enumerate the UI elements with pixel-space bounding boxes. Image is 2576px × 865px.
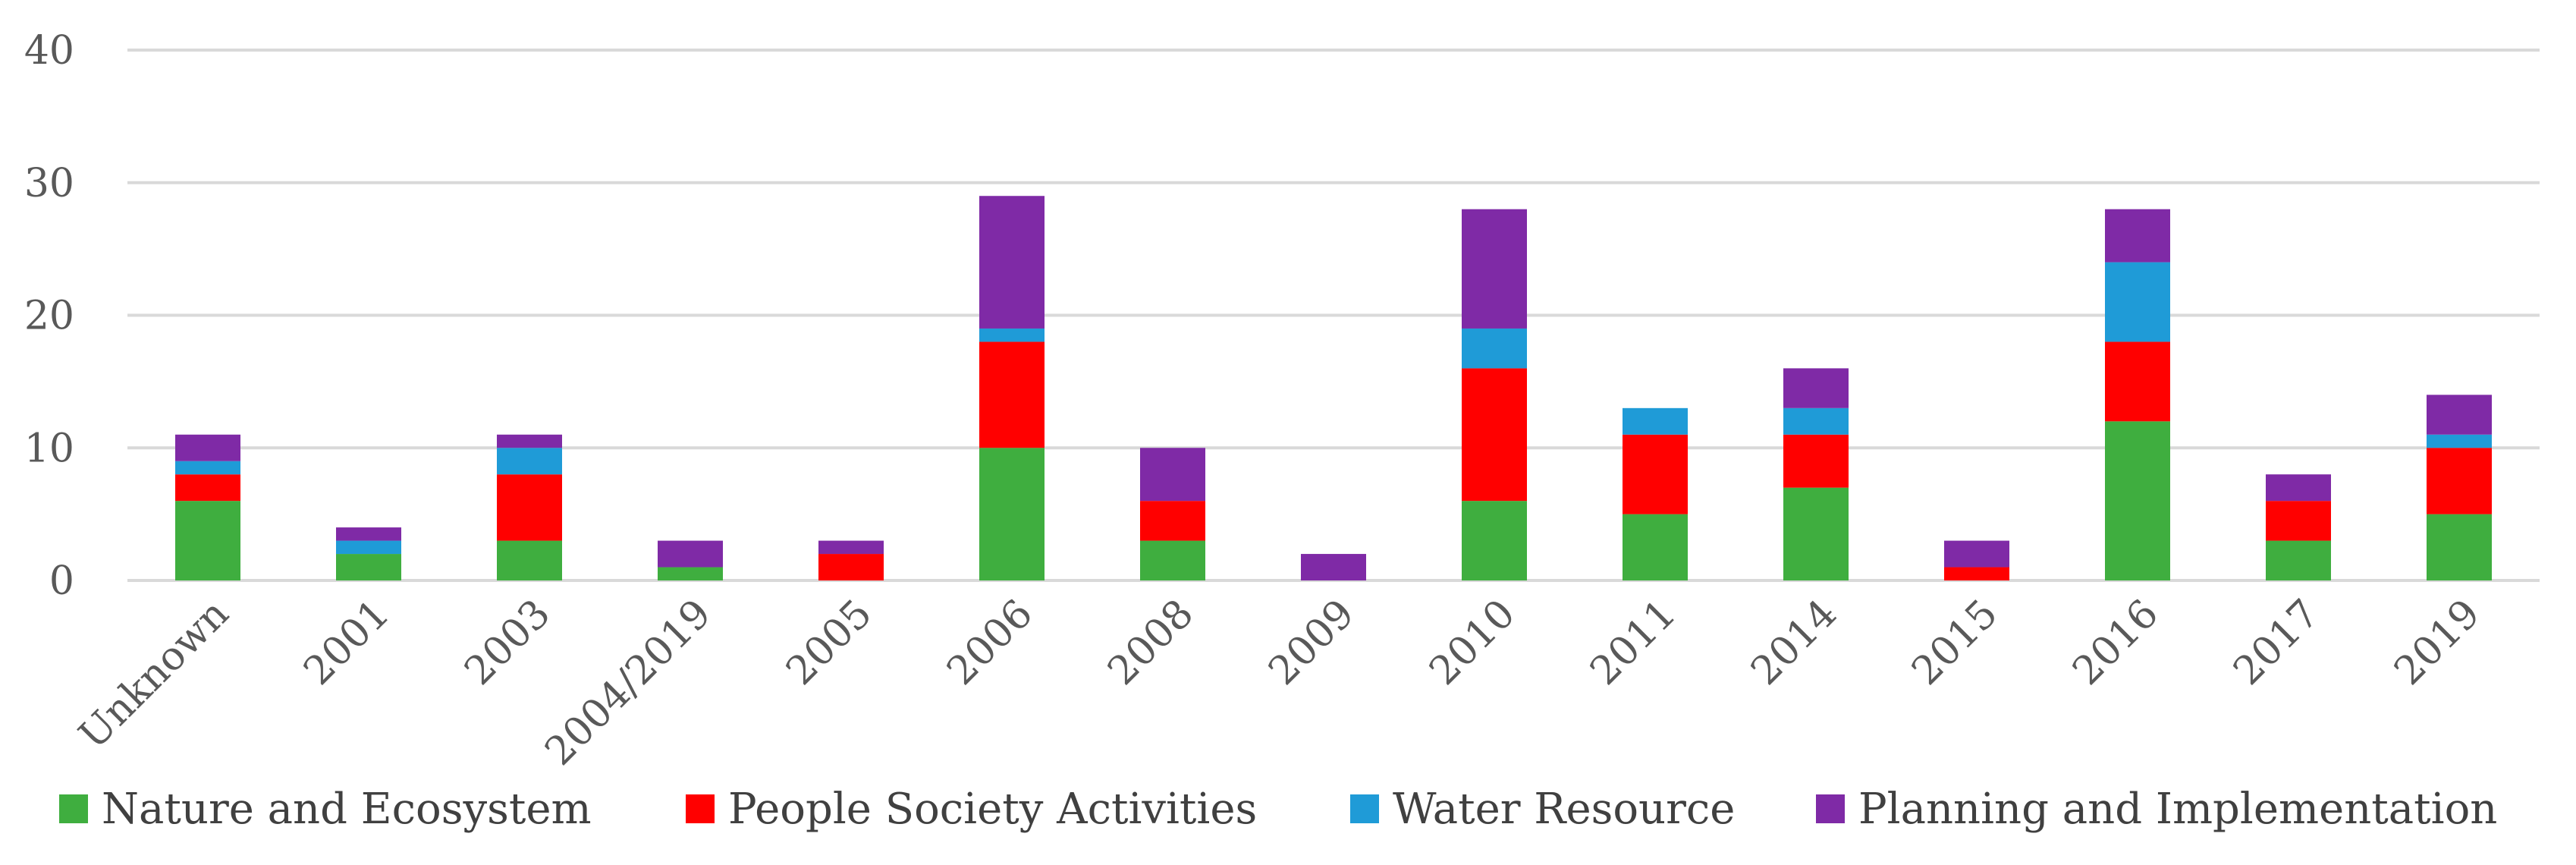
legend-label: Planning and Implementation [1858,785,2497,834]
legend-label: People Society Activities [728,785,1257,834]
x-tick-label: 2001 [295,591,398,694]
bar-segment-water-resource-2001 [336,540,401,555]
bar-segment-planning-and-implementation-2003 [497,434,562,448]
bar-segment-people-society-activities-2019 [2427,448,2492,514]
bar-segment-nature-and-ecosystem-2017 [2266,540,2331,580]
bar-segment-nature-and-ecosystem-2011 [1623,514,1688,580]
bar-segment-planning-and-implementation-2008 [1140,448,1205,502]
bar-segment-planning-and-implementation-2017 [2266,474,2331,502]
x-tick-label: 2010 [1421,591,1524,694]
x-tick-label: 2005 [778,591,881,694]
bar-segment-nature-and-ecosystem-2016 [2105,421,2170,580]
bar-segment-water-resource-2010 [1462,328,1527,369]
bar-segment-planning-and-implementation-unknown [175,434,240,461]
bar-segment-planning-and-implementation-2014 [1783,368,1849,408]
bar-segment-water-resource-2003 [497,448,562,475]
bar-segment-planning-and-implementation-2004-2019 [658,540,723,568]
x-tick-label: 2009 [1260,591,1363,694]
legend-label: Water Resource [1393,785,1735,834]
x-tick-label: 2019 [2386,591,2489,694]
y-tick-label: 20 [24,294,74,339]
x-tick-label: 2014 [1742,591,1846,694]
bar-segment-people-society-activities-2014 [1783,434,1849,488]
bar-segment-planning-and-implementation-2010 [1462,209,1527,329]
legend-item-people-society-activities: People Society Activities [686,785,1257,834]
bar-segment-nature-and-ecosystem-2006 [979,448,1045,580]
bar-segment-people-society-activities-unknown [175,474,240,502]
x-tick-label: 2017 [2225,591,2328,694]
bar-segment-nature-and-ecosystem-2008 [1140,540,1205,580]
bar-segment-planning-and-implementation-2009 [1301,554,1366,580]
legend-item-planning-and-implementation: Planning and Implementation [1816,785,2497,834]
legend-item-water-resource: Water Resource [1350,785,1735,834]
y-tick-label: 40 [24,28,74,74]
y-tick-label: 10 [24,426,74,471]
bar-segment-water-resource-2016 [2105,262,2170,342]
bar-segment-people-society-activities-2015 [1944,567,2009,580]
bar-segment-people-society-activities-2017 [2266,501,2331,541]
bar-segment-people-society-activities-2010 [1462,368,1527,502]
x-tick-label: 2016 [2064,591,2167,694]
y-tick-label: 30 [24,161,74,206]
bar-segment-nature-and-ecosystem-unknown [175,501,240,580]
legend-swatch [1350,794,1379,823]
x-tick-label: 2004/2019 [536,591,720,775]
x-tick-label: 2011 [1582,591,1685,694]
x-tick-label: 2006 [938,591,1041,694]
bar-segment-planning-and-implementation-2015 [1944,540,2009,568]
bar-segment-planning-and-implementation-2005 [818,540,884,555]
bar-segment-nature-and-ecosystem-2003 [497,540,562,580]
bar-segment-nature-and-ecosystem-2004-2019 [658,567,723,580]
x-tick-label: 2003 [456,591,559,694]
bar-segment-planning-and-implementation-2019 [2427,395,2492,435]
legend: Nature and Ecosystem People Society Activ… [59,785,2497,834]
bar-segment-water-resource-2011 [1623,407,1688,435]
bar-segment-nature-and-ecosystem-2014 [1783,487,1849,580]
bar-segment-nature-and-ecosystem-2019 [2427,514,2492,580]
bar-segment-people-society-activities-2008 [1140,501,1205,541]
gridlines [127,49,2540,582]
bar-segment-water-resource-2014 [1783,407,1849,435]
legend-swatch [59,794,88,823]
bar-segment-water-resource-2019 [2427,434,2492,448]
bar-segment-people-society-activities-2003 [497,474,562,541]
bar-segment-people-society-activities-2005 [818,554,884,580]
legend-label: Nature and Ecosystem [102,785,592,834]
y-tick-label: 0 [49,558,74,604]
bar-segment-water-resource-unknown [175,461,240,475]
x-tick-label: Unknown [71,591,237,758]
bar-segment-nature-and-ecosystem-2010 [1462,501,1527,580]
bars [175,196,2492,580]
y-axis-ticks: 0 10 20 30 40 [24,28,74,604]
legend-swatch [1816,794,1845,823]
bar-segment-planning-and-implementation-2001 [336,527,401,541]
bar-segment-people-society-activities-2006 [979,341,1045,448]
x-tick-label: 2008 [1099,591,1202,694]
bar-segment-planning-and-implementation-2006 [979,196,1045,329]
bar-segment-water-resource-2006 [979,328,1045,342]
bar-segment-people-society-activities-2011 [1623,434,1688,514]
bar-segment-people-society-activities-2016 [2105,341,2170,422]
bar-segment-planning-and-implementation-2016 [2105,209,2170,263]
legend-item-nature-and-ecosystem: Nature and Ecosystem [59,785,592,834]
legend-swatch [686,794,715,823]
x-tick-label: 2015 [1903,591,2006,694]
bar-segment-nature-and-ecosystem-2001 [336,554,401,580]
